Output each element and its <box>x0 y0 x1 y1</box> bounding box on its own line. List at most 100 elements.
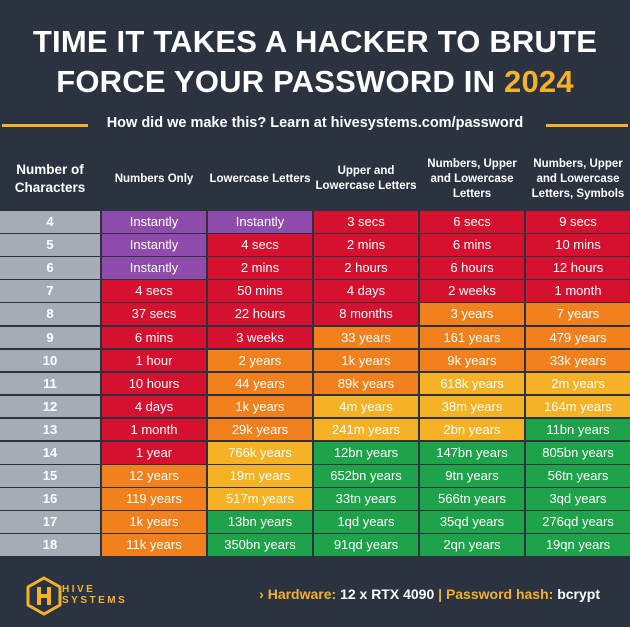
cell-lowercase: 517m years <box>208 488 312 510</box>
cell-upper-lower: 33 years <box>314 326 418 348</box>
cell-lowercase: 4 secs <box>208 234 312 256</box>
table-row: 11 10 hours 44 years 89k years 618k years 2m … <box>0 372 630 395</box>
cell-upper-lower: 241m years <box>314 418 418 441</box>
cell-num-upper-lower-sym: 11bn years <box>526 418 630 441</box>
cell-lowercase: 29k years <box>208 418 312 441</box>
cell-upper-lower: 2 mins <box>314 234 418 256</box>
cell-num-upper-lower: 6 secs <box>420 211 524 233</box>
hardware-info: › Hardware: 12 x RTX 4090 | Password has… <box>259 586 600 602</box>
cell-numbers-only: 1 year <box>102 442 206 464</box>
divider-right <box>546 124 628 127</box>
cell-num-upper-lower-sym: 9 secs <box>526 211 630 233</box>
row-characters: 17 <box>0 511 100 533</box>
cell-upper-lower: 2 hours <box>314 257 418 279</box>
cell-numbers-only: 11k years <box>102 534 206 556</box>
cell-num-upper-lower: 9k years <box>420 349 524 372</box>
table-header: Number of Characters Numbers Only Lowerc… <box>0 148 630 210</box>
subtitle-bar: How did we make this? Learn at hivesyste… <box>0 114 630 134</box>
cell-numbers-only: 1 hour <box>102 349 206 372</box>
cell-numbers-only: 10 hours <box>102 372 206 395</box>
cell-num-upper-lower-sym: 2m years <box>526 372 630 395</box>
cell-num-upper-lower: 6 hours <box>420 257 524 279</box>
cell-num-upper-lower: 566tn years <box>420 488 524 510</box>
row-characters: 9 <box>0 326 100 348</box>
cell-numbers-only: 1k years <box>102 511 206 533</box>
cell-numbers-only: Instantly <box>102 257 206 279</box>
cell-upper-lower: 1qd years <box>314 511 418 533</box>
cell-numbers-only: 4 secs <box>102 280 206 302</box>
row-characters: 8 <box>0 303 100 325</box>
cell-num-upper-lower: 38m years <box>420 395 524 418</box>
header-num-upper-lower: Numbers, Upper and Lowercase Letters <box>427 157 517 200</box>
table-row: 5 Instantly 4 secs 2 mins 6 mins 10 mins <box>0 234 630 256</box>
separator: | <box>438 586 443 602</box>
cell-num-upper-lower-sym: 10 mins <box>526 234 630 256</box>
cell-num-upper-lower: 2qn years <box>420 534 524 556</box>
row-characters: 4 <box>0 211 100 233</box>
cell-num-upper-lower: 9tn years <box>420 465 524 487</box>
row-characters: 13 <box>0 418 100 441</box>
cell-lowercase: 22 hours <box>208 303 312 325</box>
row-characters: 18 <box>0 534 100 556</box>
cell-num-upper-lower-sym: 479 years <box>526 326 630 348</box>
cell-num-upper-lower: 2 weeks <box>420 280 524 302</box>
table-row: 16 119 years 517m years 33tn years 566tn yea… <box>0 488 630 510</box>
cell-lowercase: 44 years <box>208 372 312 395</box>
cell-upper-lower: 91qd years <box>314 534 418 556</box>
cell-num-upper-lower: 2bn years <box>420 418 524 441</box>
cell-numbers-only: Instantly <box>102 211 206 233</box>
title-line-2-text: FORCE YOUR PASSWORD IN <box>56 64 505 99</box>
cell-num-upper-lower-sym: 1 month <box>526 280 630 302</box>
subtitle-link[interactable]: How did we make this? Learn at hivesyste… <box>106 115 524 131</box>
table-row: 10 1 hour 2 years 1k years 9k years 33k years <box>0 349 630 372</box>
cell-lowercase: 2 years <box>208 349 312 372</box>
title-line-1: TIME IT TAKES A HACKER TO BRUTE <box>32 24 598 59</box>
cell-lowercase: 350bn years <box>208 534 312 556</box>
cell-num-upper-lower-sym: 164m years <box>526 395 630 418</box>
logo-line-1: HIVE <box>62 584 96 595</box>
header-numbers-only: Numbers Only <box>114 172 194 185</box>
footer: HIVE SYSTEMS › Hardware: 12 x RTX 4090 |… <box>0 574 630 618</box>
cell-lowercase: 13bn years <box>208 511 312 533</box>
cell-num-upper-lower-sym: 19qn years <box>526 534 630 556</box>
title-year: 2024 <box>504 64 574 99</box>
hardware-label: Hardware: <box>267 586 337 602</box>
cell-numbers-only: 6 mins <box>102 326 206 348</box>
cell-lowercase: 50 mins <box>208 280 312 302</box>
table-row: 17 1k years 13bn years 1qd years 35qd years 2… <box>0 511 630 533</box>
cell-upper-lower: 89k years <box>314 372 418 395</box>
cell-lowercase: 2 mins <box>208 257 312 279</box>
cell-lowercase: 766k years <box>208 442 312 464</box>
row-characters: 14 <box>0 442 100 464</box>
cell-num-upper-lower-sym: 276qd years <box>526 511 630 533</box>
title-line-2: FORCE YOUR PASSWORD IN 2024 <box>0 62 630 102</box>
cell-lowercase: 3 weeks <box>208 326 312 348</box>
chevron-right-icon: › <box>259 586 264 602</box>
cell-numbers-only: 37 secs <box>102 303 206 325</box>
row-characters: 15 <box>0 465 100 487</box>
table-row: 4 Instantly Instantly 3 secs 6 secs 9 secs <box>0 211 630 233</box>
divider-left <box>2 124 88 127</box>
row-characters: 6 <box>0 257 100 279</box>
hardware-value: 12 x RTX 4090 <box>340 586 435 602</box>
table-row: 8 37 secs 22 hours 8 months 3 years 7 years <box>0 303 630 325</box>
cell-num-upper-lower: 3 years <box>420 303 524 325</box>
cell-upper-lower: 12bn years <box>314 442 418 464</box>
row-characters: 7 <box>0 280 100 302</box>
header-lowercase: Lowercase Letters <box>209 172 311 185</box>
cell-num-upper-lower: 147bn years <box>420 442 524 464</box>
cell-lowercase: 1k years <box>208 395 312 418</box>
hash-label: Password hash: <box>445 586 554 602</box>
header-upper-lower: Upper and Lowercase Letters <box>315 165 417 192</box>
cell-numbers-only: 12 years <box>102 465 206 487</box>
cell-upper-lower: 33tn years <box>314 488 418 510</box>
logo-line-2: SYSTEMS <box>62 595 128 606</box>
table-row: 13 1 month 29k years 241m years 2bn years 11b… <box>0 418 630 441</box>
header-characters: Number of Characters <box>14 162 86 195</box>
cell-num-upper-lower: 618k years <box>420 372 524 395</box>
header-num-upper-lower-sym: Numbers, Upper and Lowercase Letters, Sy… <box>531 157 625 200</box>
cell-num-upper-lower-sym: 3qd years <box>526 488 630 510</box>
cell-num-upper-lower-sym: 33k years <box>526 349 630 372</box>
